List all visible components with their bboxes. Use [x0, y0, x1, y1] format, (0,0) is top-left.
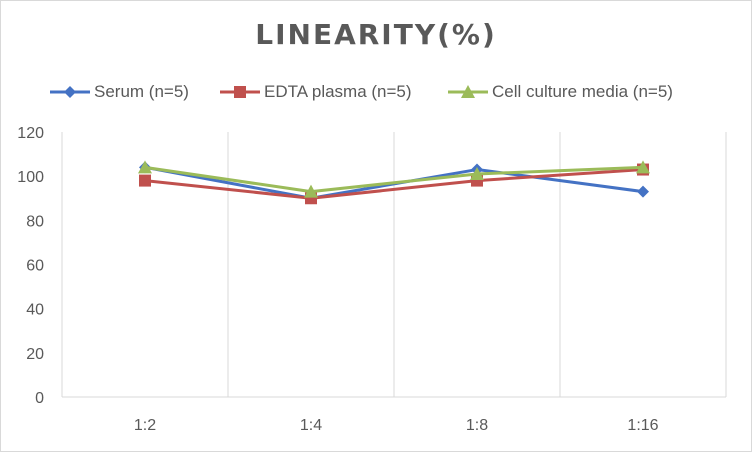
x-tick-label: 1:4 [300, 417, 322, 434]
legend-swatch-serum [50, 86, 90, 98]
data-point-cell-culture-media [138, 160, 152, 174]
x-tick-label: 1:8 [466, 417, 488, 434]
series-line-2 [144, 165, 644, 194]
y-tick-label: 40 [26, 302, 44, 319]
chart-title: LINEARITY(%) [255, 18, 497, 51]
data-point-edta-plasma [139, 174, 151, 187]
data-point-cell-culture-media [470, 166, 484, 180]
y-tick-label: 60 [26, 258, 44, 275]
y-tick-label: 100 [17, 169, 44, 186]
legend-item-serum: Serum (n=5) [48, 78, 189, 106]
x-tick-label: 1:2 [134, 417, 156, 434]
y-tick-label: 0 [35, 390, 44, 407]
y-tick-label: 120 [17, 125, 44, 142]
legend-swatch-cell-culture-media [448, 85, 488, 98]
legend-label-serum: Serum (n=5) [94, 82, 189, 101]
data-point-serum [637, 185, 649, 198]
y-tick-label: 80 [26, 213, 44, 230]
legend-item-edta-plasma: EDTA plasma (n=5) [218, 78, 412, 106]
legend-label-edta-plasma: EDTA plasma (n=5) [264, 82, 412, 101]
x-tick-label: 1:16 [627, 417, 658, 434]
series-line-1 [144, 168, 644, 200]
data-point-cell-culture-media [636, 160, 650, 174]
legend: Serum (n=5) EDTA plasma (n=5) Cell cultu… [0, 78, 752, 106]
legend-swatch-edta-plasma [220, 86, 260, 98]
legend-label-cell-culture-media: Cell culture media (n=5) [492, 82, 673, 101]
y-tick-label: 20 [26, 346, 44, 363]
legend-item-cell-culture-media: Cell culture media (n=5) [446, 78, 673, 106]
data-point-cell-culture-media [304, 184, 318, 198]
